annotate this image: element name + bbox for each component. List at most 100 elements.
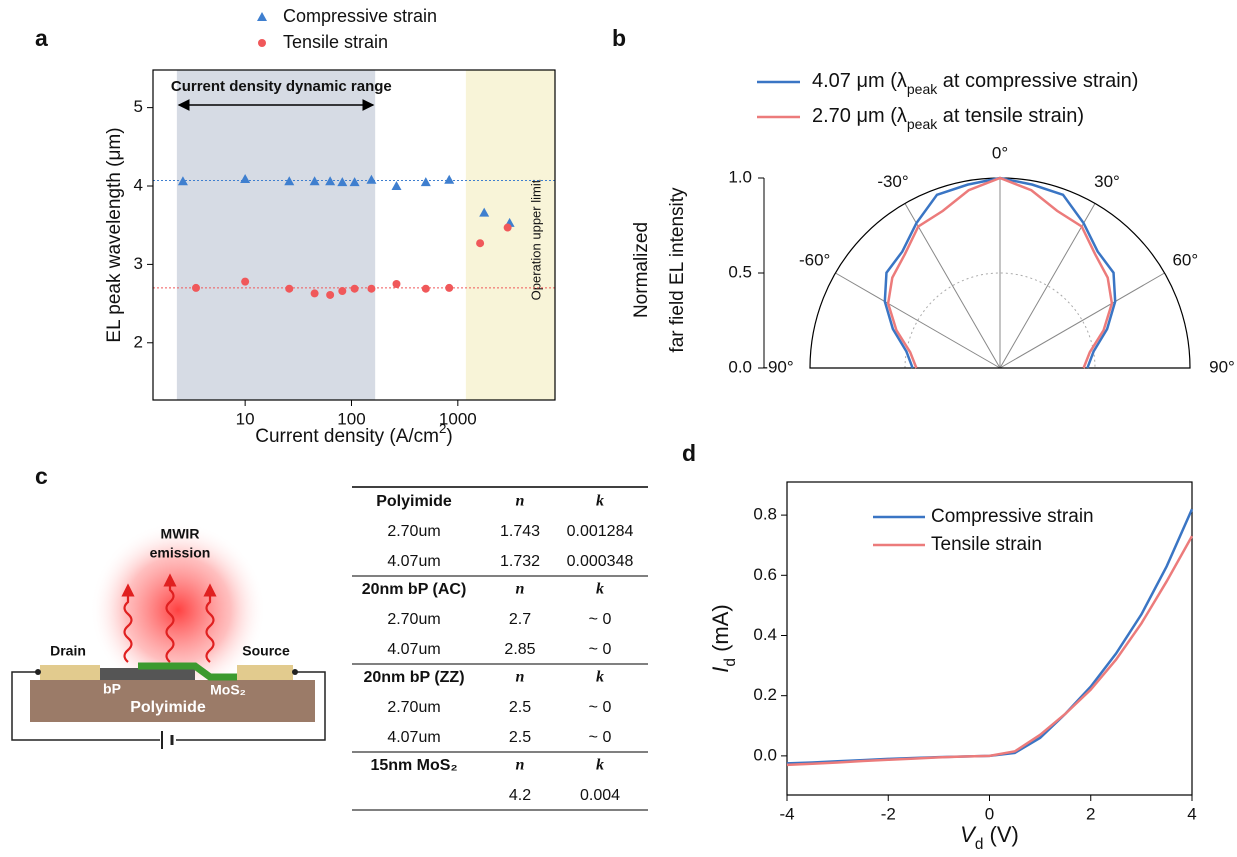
table-cell: 1.743 (500, 523, 540, 540)
angle-label: 0° (992, 143, 1008, 162)
label-part: at compressive strain) (937, 70, 1138, 92)
legend-label: 4.07 μm (λpeak at compressive strain) (812, 70, 1138, 96)
label-part: I (708, 667, 733, 673)
spoke (835, 272, 1001, 369)
emission-label: MWIR (161, 526, 200, 542)
region (465, 70, 555, 400)
source-pad (237, 665, 293, 680)
plot-frame (152, 69, 556, 401)
region (176, 70, 376, 400)
label-part: peak (907, 116, 938, 132)
table-cell: 2.7 (509, 611, 531, 628)
table-header: k (596, 757, 604, 774)
legend-label: Compressive strain (931, 506, 1094, 527)
table-header: n (516, 581, 525, 598)
mos2-label: MoS₂ (210, 682, 246, 698)
substrate (30, 680, 315, 722)
angle-label: -60° (799, 250, 830, 269)
label-part: V (960, 822, 977, 847)
drain-pad (40, 665, 100, 680)
angle-label: -30° (877, 172, 908, 191)
table-cell: 4.07um (387, 729, 440, 746)
data-point (392, 279, 401, 288)
table-cell: 2.70um (387, 699, 440, 716)
table-cell: 2.70um (387, 523, 440, 540)
data-point (479, 207, 490, 217)
legend-label: Tensile strain (283, 32, 388, 52)
label-part: 4.07 μm (λ (812, 70, 907, 92)
data-point (241, 277, 250, 286)
label-part: Current density (A/cm (255, 426, 439, 447)
data-point (350, 284, 359, 293)
region-label: Operation upper limit (528, 179, 543, 300)
r-tick-label: 0.5 (728, 262, 752, 281)
emission-arrow (163, 573, 177, 663)
data-point (476, 239, 485, 248)
y-tick-label: 0.6 (753, 565, 777, 584)
table-cell: ~ 0 (589, 699, 612, 716)
x-tick-label: -2 (881, 804, 896, 823)
data-point (338, 287, 347, 296)
y-axis-label: Id (mA) (708, 604, 739, 672)
data-point (444, 174, 455, 184)
emission-arrow (203, 583, 217, 663)
contact-dot (292, 669, 298, 675)
spoke (999, 203, 1096, 369)
data-point (191, 283, 200, 292)
x-tick-label: -4 (779, 804, 794, 823)
data-point (503, 223, 512, 232)
bp-label: bP (103, 681, 121, 697)
table-cell: 0.001284 (567, 523, 634, 540)
y-tick-label: 0.4 (753, 625, 777, 644)
y-tick-label: 4 (134, 175, 143, 194)
r-tick-label: 0.0 (728, 357, 752, 376)
data-point (349, 177, 360, 187)
table-cell: 4.2 (509, 787, 531, 804)
region-label: Current density dynamic range (171, 78, 392, 95)
table-cell: 0.004 (580, 787, 620, 804)
data-point (366, 174, 377, 184)
y-tick-label: 0.2 (753, 685, 777, 704)
wire (11, 671, 160, 741)
r-tick-label: 1.0 (728, 167, 752, 186)
panel-label: c (35, 463, 48, 489)
table-cell: ~ 0 (589, 611, 612, 628)
table-header: k (596, 581, 604, 598)
table-header: Polyimide (376, 493, 452, 510)
table-cell: ~ 0 (589, 729, 612, 746)
table-header: 15nm MoS₂ (370, 757, 457, 774)
legend-marker (258, 39, 266, 47)
data-point (421, 284, 430, 293)
x-tick-label: 1000 (439, 409, 477, 428)
table-cell: ~ 0 (589, 641, 612, 658)
table-cell: 1.732 (500, 553, 540, 570)
r-axis-label: far field EL intensity (667, 187, 688, 353)
wire (176, 671, 326, 741)
table-header: n (516, 493, 525, 510)
table-header: n (516, 669, 525, 686)
data-point (310, 289, 319, 298)
table-cell: 2.85 (504, 641, 535, 658)
drain-label: Drain (50, 643, 86, 659)
data-point (445, 283, 454, 292)
y-tick-label: 0.0 (753, 745, 777, 764)
data-point (284, 176, 295, 186)
source-label: Source (242, 643, 290, 659)
y-tick-label: 2 (134, 332, 143, 351)
table-cell: 2.5 (509, 729, 531, 746)
angle-label: 90° (1209, 357, 1235, 376)
y-tick-label: 5 (134, 97, 143, 116)
substrate-label: Polyimide (130, 699, 206, 716)
polar-curve (886, 176, 1114, 369)
legend-label: Tensile strain (931, 534, 1042, 555)
label-part: 2 (439, 421, 446, 436)
x-tick-label: 2 (1086, 804, 1095, 823)
label-part: d (975, 836, 984, 853)
emission-arrow (121, 583, 135, 663)
data-point (367, 284, 376, 293)
spoke (999, 272, 1165, 369)
table-header: 20nm bP (ZZ) (363, 669, 464, 686)
table-cell: 2.70um (387, 611, 440, 628)
x-axis-label: Current density (A/cm2) (255, 421, 452, 447)
